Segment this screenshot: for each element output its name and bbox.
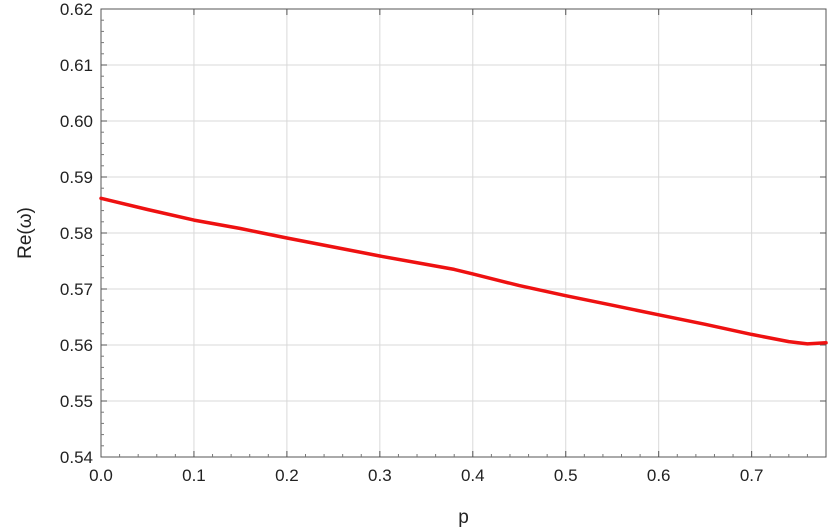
y-tick-label: 0.61	[60, 56, 93, 75]
y-axis-label: Re(ω)	[15, 207, 36, 259]
y-tick-label: 0.59	[60, 168, 93, 187]
series-layer	[99, 196, 828, 346]
x-tick-label: 0.7	[740, 466, 764, 485]
x-tick-label: 0.4	[461, 466, 485, 485]
x-tick-label: 0.3	[368, 466, 392, 485]
y-tick-label: 0.54	[60, 448, 93, 467]
tick-labels: 0.0 0.1 0.2 0.3 0.4 0.5 0.6 0.7 0.54 0.55 0.56 0.57…	[60, 0, 764, 485]
series-line	[99, 196, 828, 346]
y-tick-label: 0.57	[60, 280, 93, 299]
x-tick-label: 0.6	[647, 466, 671, 485]
grid-lines	[100, 8, 826, 458]
y-tick-label: 0.55	[60, 392, 93, 411]
x-axis-label: p	[458, 507, 469, 528]
x-tick-label: 0.0	[89, 466, 113, 485]
y-tick-label: 0.62	[60, 0, 93, 19]
y-tick-label: 0.58	[60, 224, 93, 243]
x-tick-label: 0.2	[275, 466, 299, 485]
axis-ticks	[100, 8, 826, 458]
y-tick-label: 0.60	[60, 112, 93, 131]
x-tick-label: 0.5	[554, 466, 578, 485]
y-tick-label: 0.56	[60, 336, 93, 355]
x-tick-label: 0.1	[182, 466, 206, 485]
